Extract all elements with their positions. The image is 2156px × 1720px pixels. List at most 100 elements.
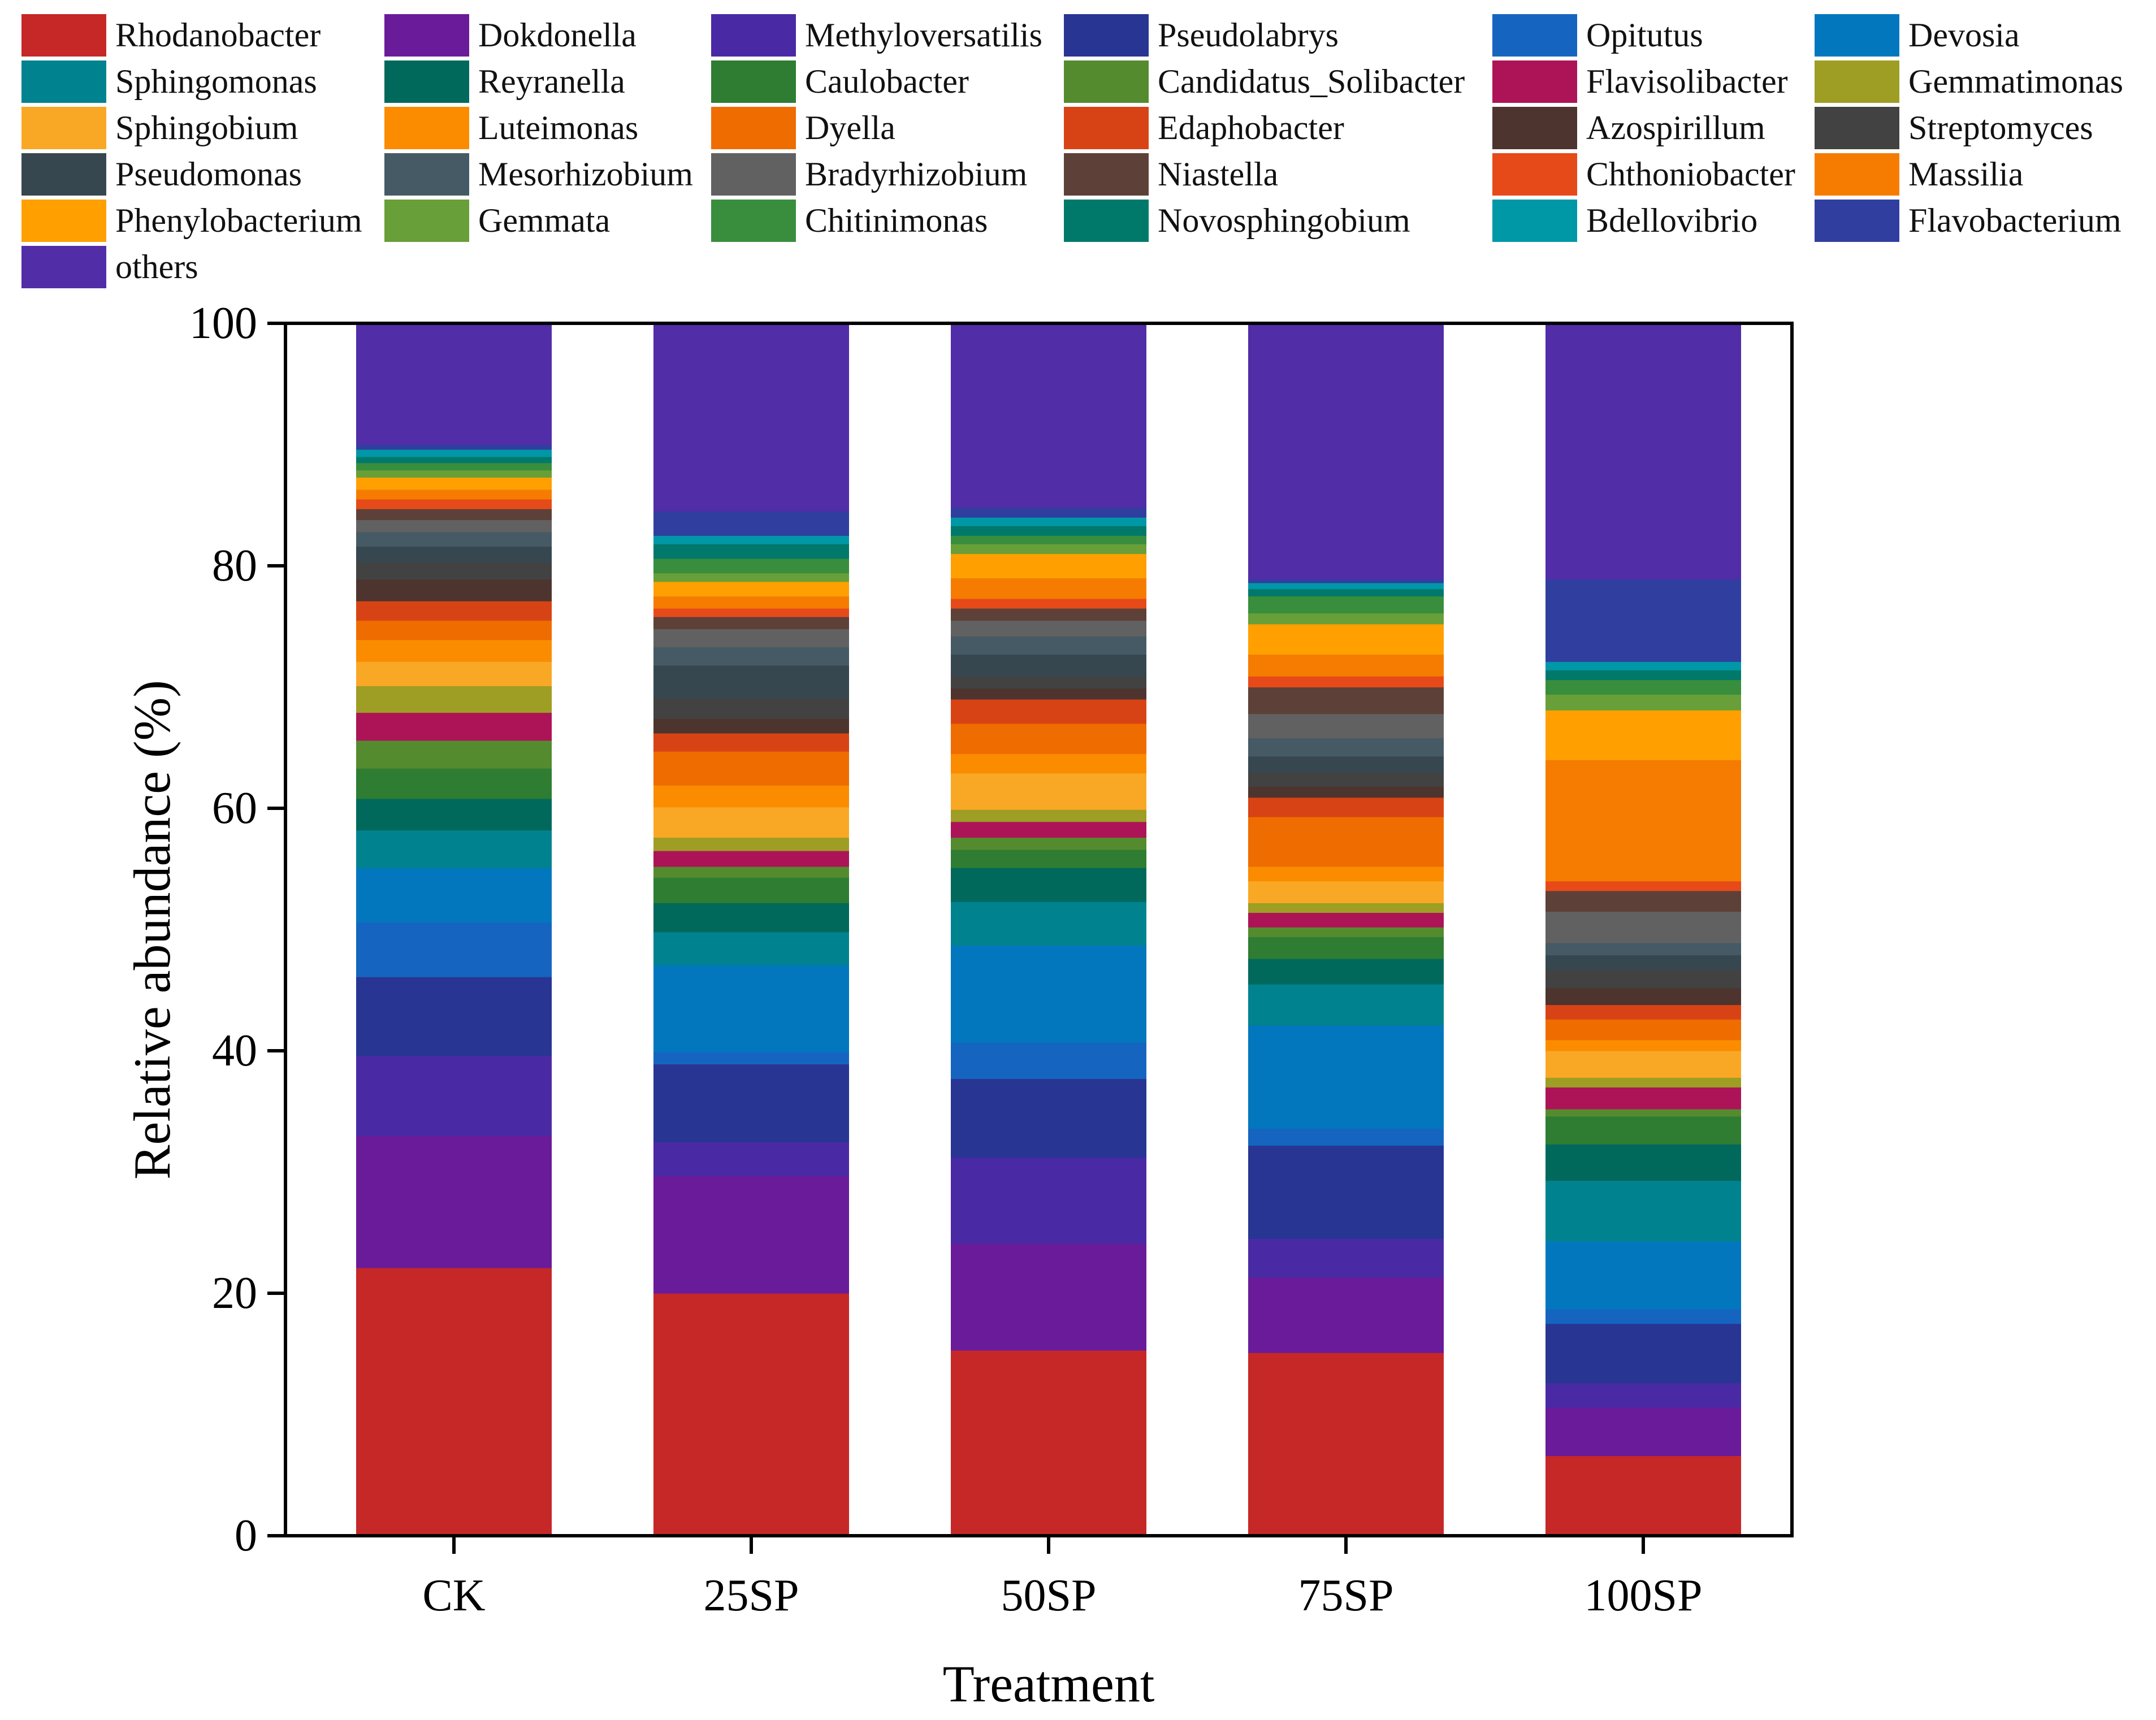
bar-segment <box>951 902 1146 946</box>
bar-segment <box>1545 1383 1741 1408</box>
bar-segment <box>1248 596 1444 614</box>
bar-segment <box>1248 687 1444 714</box>
bar-segment <box>1545 1004 1741 1020</box>
bar-segment <box>356 712 552 741</box>
bar-segment <box>951 620 1146 637</box>
bar-segment <box>1248 786 1444 798</box>
bar-segment <box>1545 987 1741 1006</box>
bar-segment <box>653 697 849 719</box>
legend-label: Bdellovibrio <box>1586 202 1758 239</box>
bar-segment <box>653 596 849 609</box>
bar-segment <box>951 1157 1146 1244</box>
bar-segment <box>653 903 849 933</box>
legend-label: Luteimonas <box>478 109 639 146</box>
bar-segment <box>1545 1144 1741 1181</box>
legend-item: Devosia <box>1815 12 2020 58</box>
bar-segment <box>951 1078 1146 1158</box>
legend-item: Chitinimonas <box>711 198 988 243</box>
legend-item: Phenylobacterium <box>21 198 362 243</box>
legend-swatch <box>384 106 469 149</box>
bar-segment <box>653 535 849 544</box>
bar-segment <box>1545 1323 1741 1384</box>
bar-segment <box>1248 927 1444 937</box>
legend-item: Reyranella <box>384 59 625 104</box>
bar-segment <box>356 562 552 580</box>
legend-swatch <box>1064 199 1149 242</box>
bar-segment <box>951 723 1146 755</box>
legend-item: Dokdonella <box>384 12 637 58</box>
legend-label: Gemmatimonas <box>1908 63 2123 100</box>
bar-segment <box>653 718 849 734</box>
bar-segment <box>356 1055 552 1136</box>
bar-segment <box>1248 817 1444 867</box>
legend-swatch <box>1815 199 1899 242</box>
x-axis-title: Treatment <box>943 1655 1155 1713</box>
bar-segment <box>653 581 849 597</box>
bar-segment <box>653 1293 849 1536</box>
bar-segment <box>951 837 1146 850</box>
bar-segment <box>1545 1077 1741 1088</box>
y-tick-label: 80 <box>212 541 257 591</box>
legend-label: Rhodanobacter <box>115 16 321 54</box>
bar-segment <box>356 477 552 490</box>
legend-item: Edaphobacter <box>1064 105 1344 150</box>
bar-segment <box>1545 1407 1741 1457</box>
legend-label: Mesorhizobium <box>478 155 693 193</box>
x-tick-label-ck: CK <box>422 1571 485 1621</box>
bar-segment <box>356 868 552 923</box>
legend-label: Methyloversatilis <box>805 16 1042 54</box>
legend-label: Flavisolibacter <box>1586 63 1788 100</box>
bar-segment <box>951 535 1146 544</box>
bar-segment <box>951 578 1146 599</box>
legend-item: Rhodanobacter <box>21 12 321 58</box>
bar-segment <box>653 573 849 582</box>
bar-segment <box>356 579 552 601</box>
legend-item: others <box>21 244 198 289</box>
bar-segment <box>653 851 849 867</box>
bar-segment <box>1545 760 1741 882</box>
bar-segment <box>653 751 849 786</box>
bar-segment <box>356 449 552 457</box>
bar-segment <box>1545 694 1741 710</box>
bar-segment <box>951 1042 1146 1079</box>
bar-segment <box>951 849 1146 868</box>
bar-segment <box>653 665 849 699</box>
bar-segment <box>951 945 1146 1043</box>
legend-swatch <box>384 14 469 57</box>
bar-segment <box>1248 676 1444 688</box>
bar-segment <box>356 499 552 509</box>
bar-segment <box>653 837 849 851</box>
legend-swatch <box>1492 199 1577 242</box>
bar-segment <box>356 1267 552 1536</box>
legend-swatch <box>1815 60 1899 103</box>
legend-label: Massilia <box>1908 155 2024 193</box>
bar-segment <box>356 1136 552 1268</box>
bar-segment <box>653 1052 849 1065</box>
bar-segment <box>653 785 849 808</box>
bar-segment <box>1248 623 1444 655</box>
bar-segment <box>951 1244 1146 1351</box>
legend-item: Luteimonas <box>384 105 638 150</box>
y-axis-title: Relative abundance (%) <box>123 680 181 1180</box>
legend-swatch <box>1815 153 1899 196</box>
bar-stack-25sp <box>653 323 849 1536</box>
bar-segment <box>653 323 849 512</box>
bar-segment <box>1545 1455 1741 1536</box>
bar-segment <box>653 866 849 878</box>
bar-segment <box>951 676 1146 689</box>
legend-swatch <box>1492 14 1577 57</box>
legend-label: Pseudomonas <box>115 155 302 193</box>
bar-segment <box>356 798 552 831</box>
legend-label: Dokdonella <box>478 16 637 54</box>
bar-segment <box>1545 1108 1741 1117</box>
y-tick-label: 40 <box>212 1026 257 1076</box>
bar-segment <box>653 608 849 617</box>
bar-segment <box>653 511 849 536</box>
bar-segment <box>1248 912 1444 928</box>
legend-swatch <box>1064 14 1149 57</box>
bar-segment <box>653 1175 849 1294</box>
bar-segment <box>951 868 1146 902</box>
y-tick-label: 0 <box>235 1511 257 1561</box>
bar-segment <box>1248 323 1444 580</box>
bar-segment <box>1545 911 1741 943</box>
